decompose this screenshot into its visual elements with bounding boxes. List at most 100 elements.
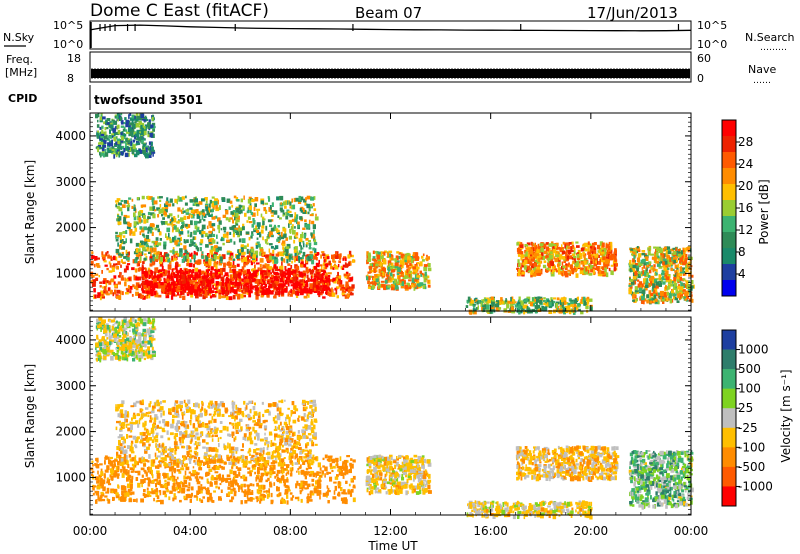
heatmap-cell bbox=[309, 251, 313, 254]
heatmap-cell bbox=[288, 291, 290, 295]
heatmap-cell bbox=[149, 275, 152, 278]
heatmap-cell bbox=[236, 263, 240, 267]
heatmap-cell bbox=[251, 212, 256, 217]
heatmap-cell bbox=[409, 270, 412, 274]
heatmap-cell bbox=[343, 273, 348, 277]
heatmap-cell bbox=[415, 266, 420, 270]
heatmap-cell bbox=[190, 252, 193, 256]
heatmap-cell bbox=[116, 206, 120, 209]
heatmap-cell bbox=[114, 148, 117, 152]
heatmap-cell bbox=[149, 206, 153, 211]
heatmap-cell bbox=[348, 273, 351, 277]
heatmap-cell bbox=[223, 230, 226, 233]
heatmap-cell bbox=[273, 264, 277, 269]
heatmap-cell bbox=[565, 302, 569, 305]
heatmap-cell bbox=[558, 257, 562, 261]
heatmap-cell bbox=[389, 276, 391, 282]
heatmap-cell bbox=[248, 290, 253, 293]
heatmap-cell bbox=[377, 261, 381, 264]
heatmap-cell bbox=[212, 233, 216, 237]
heatmap-cell bbox=[125, 257, 130, 261]
heatmap-cell bbox=[205, 256, 209, 262]
heatmap-cell bbox=[683, 272, 685, 276]
heatmap-cell bbox=[217, 246, 219, 249]
heatmap-cell bbox=[467, 296, 471, 302]
heatmap-cell bbox=[567, 272, 570, 275]
heatmap-cell bbox=[681, 267, 686, 270]
heatmap-cell bbox=[671, 252, 674, 256]
heatmap-cell bbox=[650, 281, 653, 284]
heatmap-cell bbox=[122, 241, 126, 245]
heatmap-cell bbox=[231, 286, 234, 291]
heatmap-cell bbox=[564, 244, 567, 249]
heatmap-cell bbox=[197, 259, 202, 265]
heatmap-cell bbox=[118, 131, 123, 135]
heatmap-cell bbox=[402, 277, 406, 279]
heatmap-cell bbox=[551, 299, 554, 305]
heatmap-cell bbox=[232, 258, 236, 261]
heatmap-cell bbox=[331, 287, 333, 291]
heatmap-cell bbox=[322, 271, 325, 276]
heatmap-cell bbox=[208, 238, 212, 242]
heatmap-cell bbox=[251, 231, 254, 236]
heatmap-cell bbox=[689, 285, 694, 289]
heatmap-cell bbox=[102, 116, 106, 120]
heatmap-cell bbox=[327, 278, 331, 282]
heatmap-cell bbox=[293, 270, 296, 275]
heatmap-cell bbox=[517, 271, 520, 276]
heatmap-cell bbox=[388, 263, 391, 267]
heatmap-cell bbox=[229, 288, 232, 294]
heatmap-cell bbox=[146, 285, 149, 288]
heatmap-cell bbox=[348, 250, 352, 255]
heatmap-cell bbox=[271, 210, 274, 213]
heatmap-cell bbox=[494, 304, 499, 308]
heatmap-cell bbox=[688, 256, 691, 260]
heatmap-cell bbox=[198, 293, 203, 297]
heatmap-cell bbox=[235, 273, 239, 278]
heatmap-cell bbox=[212, 273, 215, 278]
heatmap-cell bbox=[131, 150, 135, 155]
heatmap-cell bbox=[242, 208, 245, 211]
heatmap-cell bbox=[601, 251, 605, 255]
heatmap-cell bbox=[262, 220, 265, 226]
heatmap-cell bbox=[593, 242, 597, 246]
heatmap-cell bbox=[110, 147, 113, 150]
heatmap-cell bbox=[283, 233, 287, 238]
heatmap-cell bbox=[399, 252, 403, 255]
heatmap-cell bbox=[315, 288, 318, 293]
heatmap-cell bbox=[140, 294, 143, 299]
heatmap-cell bbox=[665, 270, 669, 275]
heatmap-cell bbox=[218, 222, 221, 225]
heatmap-cell bbox=[140, 140, 142, 143]
heatmap-cell bbox=[404, 270, 407, 275]
heatmap-cell bbox=[305, 283, 309, 288]
heatmap-cell bbox=[220, 284, 223, 290]
heatmap-cell bbox=[130, 140, 132, 146]
heatmap-cell bbox=[169, 198, 173, 203]
heatmap-cell bbox=[117, 214, 120, 218]
heatmap-cell bbox=[280, 231, 283, 237]
heatmap-cell bbox=[101, 129, 104, 134]
heatmap-cell bbox=[256, 211, 259, 216]
heatmap-cell bbox=[264, 283, 268, 288]
heatmap-cell bbox=[125, 252, 129, 256]
heatmap-cell bbox=[511, 296, 514, 300]
heatmap-cell bbox=[182, 207, 184, 211]
heatmap-cell bbox=[181, 221, 185, 224]
heatmap-cell bbox=[127, 207, 130, 212]
heatmap-cell bbox=[309, 254, 314, 259]
heatmap-cell bbox=[550, 272, 555, 277]
heatmap-cell bbox=[115, 256, 118, 261]
heatmap-cell bbox=[648, 248, 651, 253]
heatmap-cell bbox=[183, 255, 185, 261]
heatmap-cell bbox=[144, 115, 147, 119]
heatmap-cell bbox=[511, 301, 514, 304]
heatmap-cell bbox=[321, 272, 324, 276]
heatmap-cell bbox=[289, 230, 292, 234]
heatmap-cell bbox=[607, 253, 611, 258]
heatmap-cell bbox=[254, 197, 259, 202]
heatmap-cell bbox=[131, 147, 135, 152]
heatmap-cell bbox=[568, 262, 570, 266]
heatmap-cell bbox=[518, 263, 521, 267]
